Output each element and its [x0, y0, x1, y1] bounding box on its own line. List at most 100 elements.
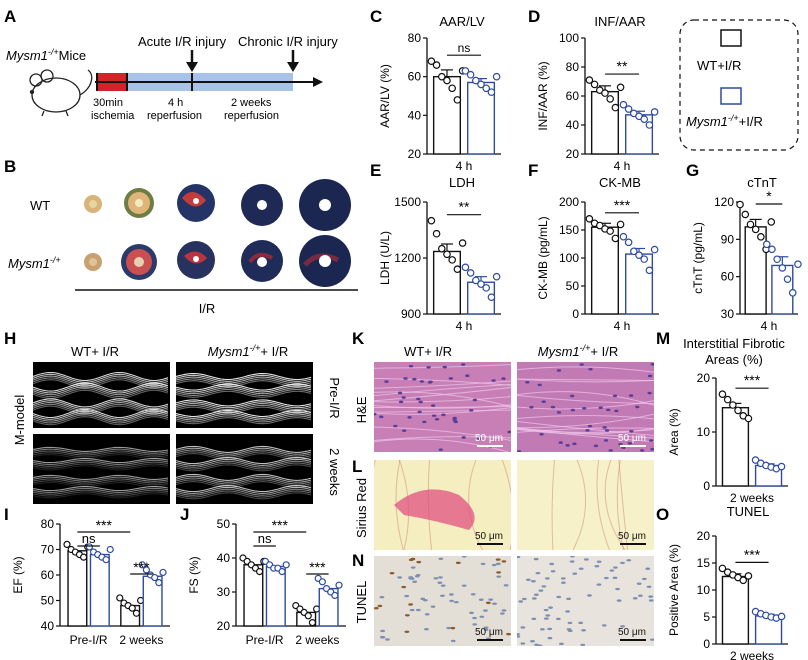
data-point [640, 255, 649, 263]
cell-nucleus [569, 556, 575, 558]
y-tick-label: 60 [721, 270, 735, 284]
mmode-line [176, 473, 312, 481]
data-point [619, 232, 628, 241]
bar [771, 264, 794, 315]
data-point [767, 218, 776, 226]
h-row-label: M-model [12, 395, 27, 446]
nucleus [569, 394, 575, 398]
fiber [374, 404, 511, 409]
cell-nucleus [495, 558, 501, 561]
mmode-line [176, 477, 312, 485]
significance-label: *** [744, 372, 761, 388]
cell-nucleus [544, 577, 550, 580]
h-col-mysm: Mysm1-/++ I/R [208, 343, 288, 359]
mmode-line [33, 389, 169, 399]
scale-bar-label: 50 μm [618, 433, 646, 444]
y-tick-label: 80 [408, 31, 422, 45]
chronic-label: Chronic I/R injury [238, 34, 338, 49]
cell-nucleus [550, 570, 556, 573]
data-point [746, 220, 755, 229]
y-axis-label: FS (%) [187, 556, 201, 593]
k-row-tunel: TUNEL [354, 581, 369, 624]
histology-texture: 50 μm [374, 556, 511, 643]
y-tick-label: 10 [697, 583, 711, 597]
mmode-line [176, 401, 312, 409]
y-tick-label: 40 [217, 551, 231, 565]
nucleus [647, 374, 653, 378]
data-point [611, 103, 620, 112]
ischemia-time: 30min [93, 97, 123, 109]
significance-label: *** [614, 197, 631, 213]
data-point [788, 289, 797, 297]
nucleus [412, 377, 417, 381]
panel-label-f: F [528, 161, 538, 180]
y-axis-label: AAR/LV (%) [378, 64, 392, 128]
data-point [151, 573, 159, 582]
nucleus [606, 408, 611, 412]
cell-nucleus [616, 599, 622, 602]
cell-nucleus [537, 644, 543, 646]
heart-slice [84, 253, 102, 271]
heart-slice [299, 235, 351, 287]
bar [432, 75, 462, 155]
mmode-trace [176, 372, 312, 425]
nucleus [408, 364, 414, 368]
data-point [762, 240, 771, 249]
chart-f: 0 50 100 150 200 CK-MB (pg/mL) CK-MB 4 h *** [536, 175, 659, 333]
cell-nucleus [397, 576, 403, 579]
cell-nucleus [453, 600, 459, 604]
data-point [777, 462, 786, 471]
nucleus [550, 405, 556, 409]
y-tick-label: 50 [566, 279, 580, 293]
nucleus [647, 391, 652, 395]
fiber [374, 436, 511, 441]
nucleus [537, 383, 542, 387]
significance-label: ns [458, 41, 471, 55]
nucleus [585, 429, 590, 432]
nucleus [541, 400, 546, 403]
data-point [783, 275, 792, 283]
mmode-line [176, 479, 312, 487]
cell-nucleus [469, 611, 474, 615]
nucleus [529, 405, 534, 409]
cell-nucleus [596, 583, 602, 586]
cell-nucleus [578, 567, 584, 570]
chart-o: 0 5 10 15 20 Positive Area (%) TUNEL 2 weeks *** [667, 504, 788, 660]
cell-nucleus [539, 628, 545, 631]
y-axis-label: cTnT (pg/mL) [691, 222, 705, 294]
nucleus [587, 424, 593, 428]
mmode-line [176, 488, 312, 496]
mmode-line [176, 387, 312, 395]
tissue-edge [616, 460, 624, 550]
nucleus [558, 441, 563, 444]
histology-texture: 50 μm [517, 556, 654, 646]
k-row-sirius: Sirius Red [354, 478, 369, 538]
cell-nucleus [472, 623, 478, 626]
cell-nucleus [483, 626, 489, 629]
nucleus [401, 429, 407, 432]
data-point [308, 618, 317, 627]
y-tick-label: 5 [703, 610, 710, 624]
y-tick-label: 20 [408, 147, 422, 161]
cell-nucleus [401, 585, 407, 589]
panel-label-i: I [4, 505, 9, 524]
y-tick-label: 1200 [394, 251, 421, 265]
panel-label-k: K [352, 329, 365, 348]
cell-nucleus [495, 562, 501, 566]
data-point [477, 80, 485, 89]
nucleus [525, 380, 530, 384]
cell-nucleus [581, 629, 586, 632]
mmode-line [176, 388, 312, 397]
cell-nucleus [492, 602, 497, 605]
cell-nucleus [638, 594, 643, 597]
y-axis-label: LDH (U/L) [378, 231, 392, 285]
y-tick-label: 40 [408, 108, 422, 122]
cell-nucleus [438, 557, 444, 560]
data-point [624, 238, 633, 247]
mmode-line [176, 378, 312, 386]
data-point [142, 566, 150, 574]
mmode-line [33, 463, 169, 469]
tissue-edge [551, 460, 555, 550]
y-tick-label: 900 [401, 307, 421, 321]
